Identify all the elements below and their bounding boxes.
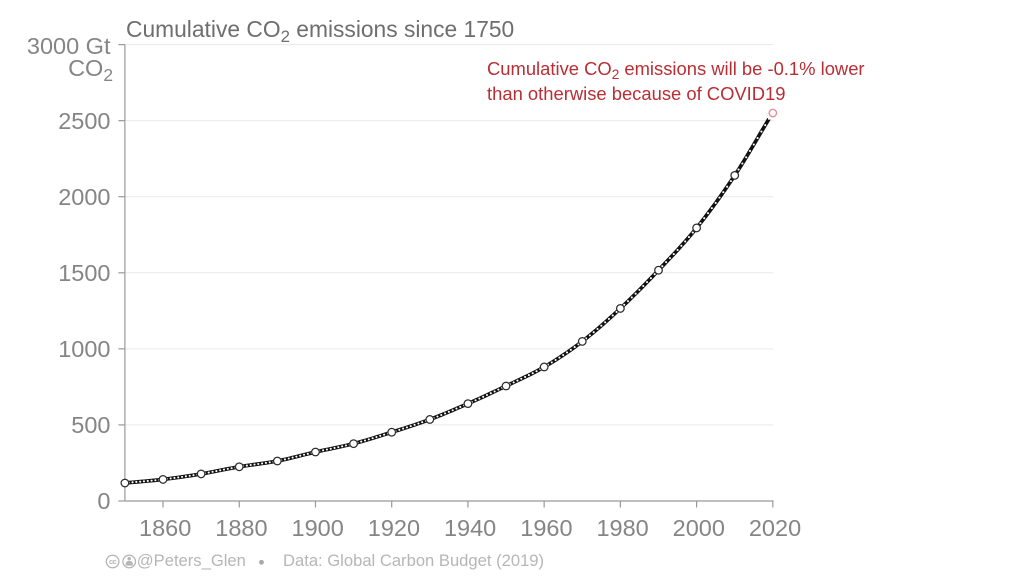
svg-text:cc: cc — [109, 557, 117, 566]
